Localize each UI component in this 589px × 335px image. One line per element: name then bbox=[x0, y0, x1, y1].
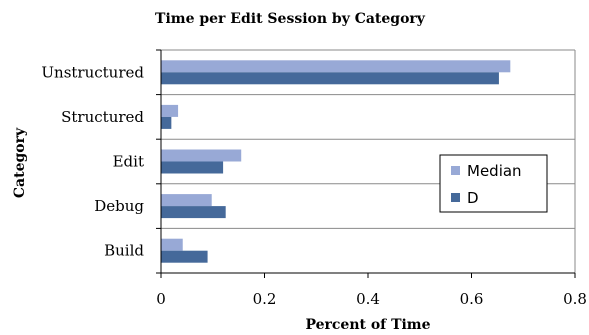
x-tick-label: 0.8 bbox=[563, 290, 587, 308]
legend-label-d: D bbox=[467, 189, 479, 207]
y-axis-title: Category bbox=[12, 127, 28, 198]
bar-median-unstructured bbox=[161, 60, 511, 73]
bar-d-debug bbox=[161, 206, 226, 219]
legend-box bbox=[439, 154, 548, 213]
x-tick-label: 0 bbox=[156, 290, 166, 308]
y-tick-label: Build bbox=[104, 242, 144, 260]
x-tick-label: 0.6 bbox=[460, 290, 484, 308]
y-tick-label: Edit bbox=[113, 153, 144, 171]
x-axis-title: Percent of Time bbox=[305, 317, 430, 333]
bar-d-structured bbox=[161, 116, 172, 129]
legend-label-median: Median bbox=[467, 162, 522, 180]
x-tick-label: 0.2 bbox=[253, 290, 277, 308]
y-tick-label: Structured bbox=[61, 108, 144, 126]
bar-median-build bbox=[161, 238, 183, 251]
legend-swatch-d bbox=[451, 193, 460, 202]
chart-title: Time per Edit Session by Category bbox=[155, 11, 426, 27]
bar-median-edit bbox=[161, 149, 242, 162]
bar-d-build bbox=[161, 250, 208, 263]
legend: Median D bbox=[439, 154, 548, 213]
bar-median-structured bbox=[161, 104, 179, 117]
x-tick-label: 0.4 bbox=[356, 290, 380, 308]
y-tick-label: Unstructured bbox=[41, 63, 144, 81]
legend-swatch-median bbox=[451, 166, 460, 175]
y-tick-label: Debug bbox=[94, 197, 144, 215]
bar-d-edit bbox=[161, 161, 224, 174]
bar-d-unstructured bbox=[161, 72, 499, 85]
bar-median-debug bbox=[161, 194, 212, 207]
